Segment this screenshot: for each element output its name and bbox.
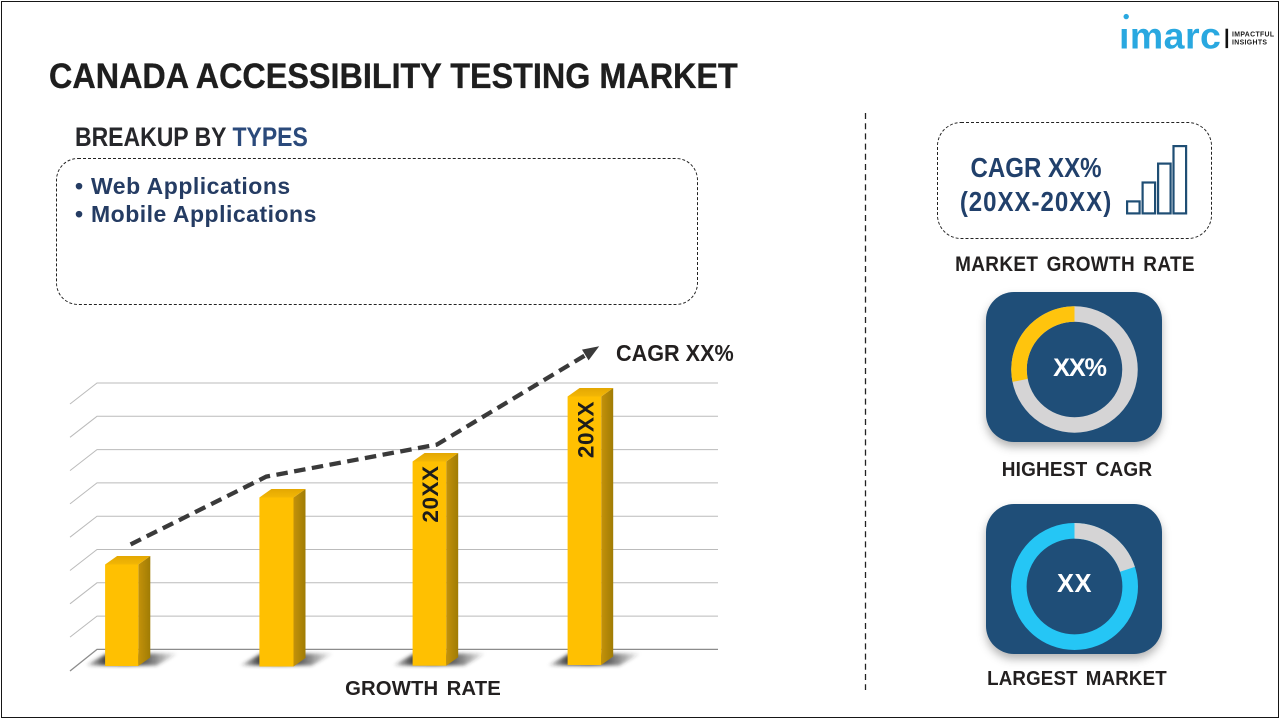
svg-text:20XX: 20XX — [418, 465, 443, 522]
svg-text:IMPACTFUL: IMPACTFUL — [1232, 31, 1274, 38]
svg-text:ımarc: ımarc — [1119, 15, 1221, 57]
svg-text:20XX: 20XX — [574, 401, 599, 458]
svg-text:INSIGHTS: INSIGHTS — [1232, 39, 1267, 46]
